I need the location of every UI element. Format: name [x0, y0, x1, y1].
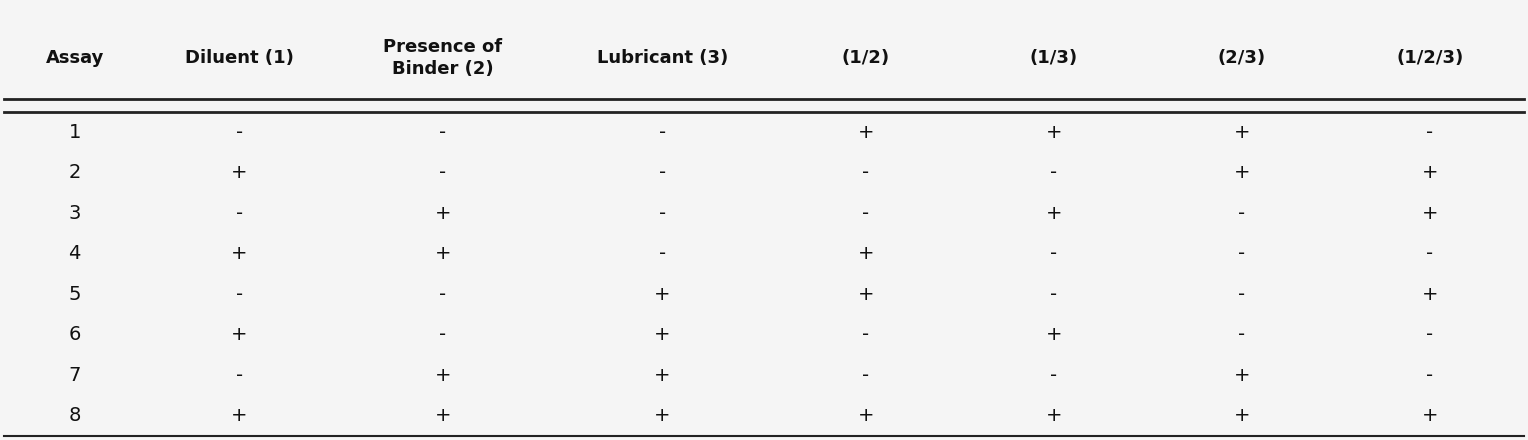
Text: +: + [434, 244, 451, 263]
Text: -: - [235, 204, 243, 223]
Text: +: + [857, 285, 874, 304]
Text: +: + [231, 325, 248, 344]
Text: (1/2/3): (1/2/3) [1397, 49, 1464, 67]
Text: +: + [1045, 204, 1062, 223]
Text: 3: 3 [69, 204, 81, 223]
Text: -: - [235, 123, 243, 142]
Text: -: - [659, 244, 666, 263]
Text: -: - [862, 325, 869, 344]
Text: 7: 7 [69, 366, 81, 385]
Text: +: + [1421, 163, 1438, 182]
Text: +: + [1045, 123, 1062, 142]
Text: +: + [231, 163, 248, 182]
Text: +: + [434, 366, 451, 385]
Text: -: - [1426, 244, 1433, 263]
Text: +: + [654, 325, 671, 344]
Text: -: - [439, 163, 446, 182]
Text: +: + [654, 406, 671, 425]
Text: -: - [235, 285, 243, 304]
Text: +: + [1421, 406, 1438, 425]
Text: +: + [654, 366, 671, 385]
Text: +: + [1421, 285, 1438, 304]
Text: +: + [1233, 366, 1250, 385]
Text: +: + [1421, 204, 1438, 223]
Text: -: - [1238, 325, 1245, 344]
Text: -: - [439, 285, 446, 304]
Text: 8: 8 [69, 406, 81, 425]
Text: +: + [857, 406, 874, 425]
Text: +: + [1045, 406, 1062, 425]
Text: Assay: Assay [46, 49, 104, 67]
Text: -: - [1050, 244, 1057, 263]
Text: -: - [1050, 163, 1057, 182]
Text: +: + [1045, 325, 1062, 344]
Text: -: - [659, 204, 666, 223]
Text: +: + [1233, 163, 1250, 182]
Text: +: + [231, 406, 248, 425]
Text: 4: 4 [69, 244, 81, 263]
Text: -: - [862, 366, 869, 385]
Text: +: + [857, 123, 874, 142]
Text: -: - [439, 123, 446, 142]
Text: +: + [1233, 123, 1250, 142]
Text: -: - [1238, 244, 1245, 263]
Text: -: - [1426, 366, 1433, 385]
Text: (2/3): (2/3) [1218, 49, 1265, 67]
Text: -: - [659, 123, 666, 142]
Text: +: + [1233, 406, 1250, 425]
Text: -: - [1238, 204, 1245, 223]
Text: -: - [235, 366, 243, 385]
Text: Presence of
Binder (2): Presence of Binder (2) [384, 38, 503, 78]
Text: Diluent (1): Diluent (1) [185, 49, 293, 67]
Text: -: - [1426, 325, 1433, 344]
Text: +: + [654, 285, 671, 304]
Text: 1: 1 [69, 123, 81, 142]
Text: -: - [1238, 285, 1245, 304]
Text: -: - [1426, 123, 1433, 142]
Text: (1/3): (1/3) [1030, 49, 1077, 67]
Text: -: - [862, 163, 869, 182]
Text: -: - [439, 325, 446, 344]
Text: +: + [857, 244, 874, 263]
Text: Lubricant (3): Lubricant (3) [596, 49, 727, 67]
Text: +: + [434, 204, 451, 223]
Text: +: + [434, 406, 451, 425]
Text: 6: 6 [69, 325, 81, 344]
Text: +: + [231, 244, 248, 263]
Text: -: - [1050, 285, 1057, 304]
Text: -: - [659, 163, 666, 182]
Text: -: - [1050, 366, 1057, 385]
Text: -: - [862, 204, 869, 223]
Text: 5: 5 [69, 285, 81, 304]
Text: (1/2): (1/2) [842, 49, 889, 67]
Text: 2: 2 [69, 163, 81, 182]
